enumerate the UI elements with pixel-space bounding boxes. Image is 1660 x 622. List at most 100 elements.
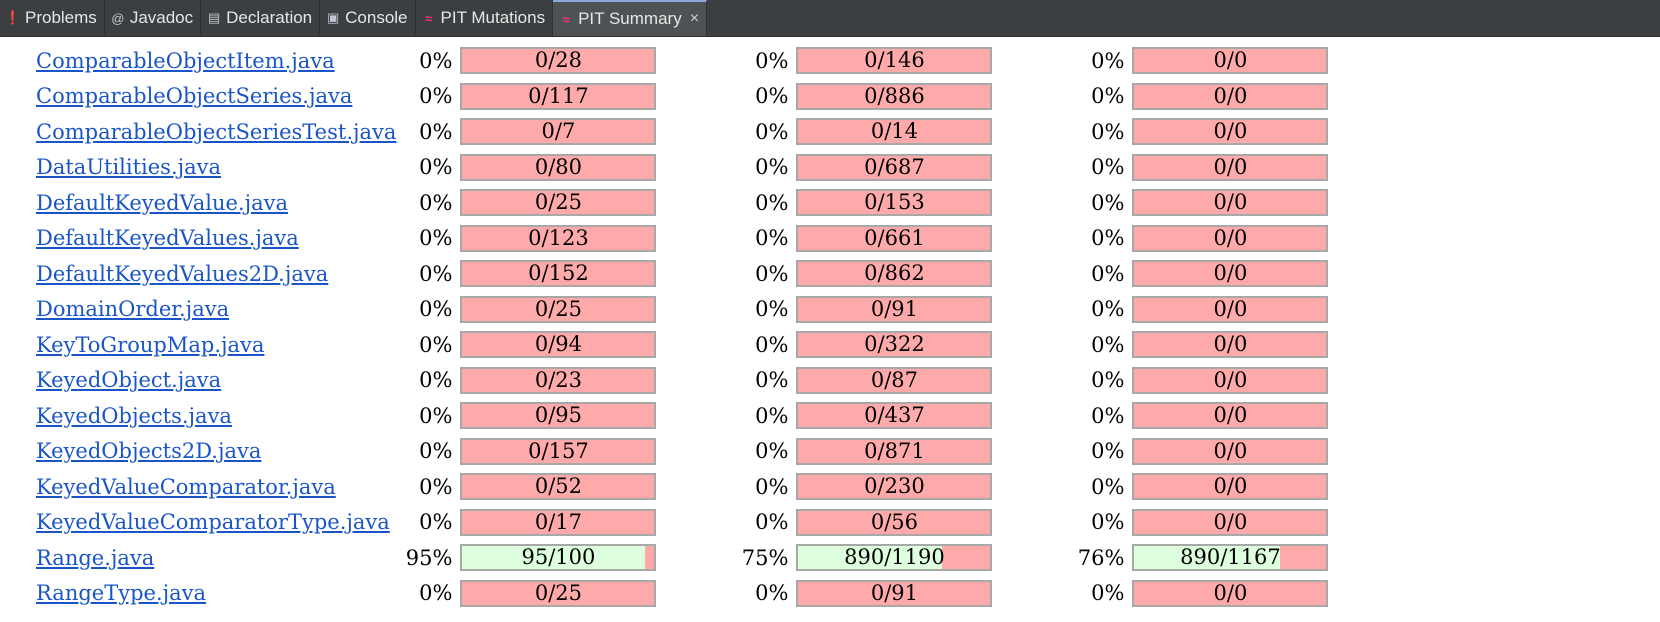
strength-percent: 0% <box>1091 155 1125 180</box>
strength-percent: 0% <box>1091 84 1125 109</box>
strength-bar-cell: 0/0 <box>1132 150 1360 186</box>
strength-bar-cell: 0/0 <box>1132 43 1360 79</box>
file-link[interactable]: DefaultKeyedValues2D.java <box>36 261 329 286</box>
line-ratio: 0/25 <box>534 580 582 605</box>
tab-console[interactable]: ▣ Console <box>320 0 416 36</box>
mutation-ratio: 0/87 <box>870 367 918 392</box>
tab-javadoc[interactable]: @ Javadoc <box>105 0 202 36</box>
mutation-coverage-bar: 0/91 <box>796 579 993 607</box>
strength-ratio: 0/0 <box>1213 119 1248 144</box>
file-link[interactable]: Range.java <box>36 545 155 570</box>
file-link[interactable]: DomainOrder.java <box>36 297 230 322</box>
mutation-percent: 0% <box>755 226 789 251</box>
line-percent: 0% <box>419 261 453 286</box>
file-link[interactable]: KeyedValueComparatorType.java <box>36 510 390 535</box>
strength-bar-cell: 0/0 <box>1132 185 1360 221</box>
table-row: ComparableObjectSeries.java 0% 0/117 0% 0/88… <box>36 79 1360 115</box>
file-link[interactable]: DefaultKeyedValue.java <box>36 190 289 215</box>
mutation-percent: 0% <box>755 332 789 357</box>
line-coverage-bar: 0/152 <box>460 260 657 288</box>
strength-ratio: 0/0 <box>1213 225 1248 250</box>
tab-problems[interactable]: ❗ Problems <box>0 0 105 36</box>
declaration-icon: ▤ <box>207 10 221 25</box>
strength-ratio: 0/0 <box>1213 190 1248 215</box>
mutation-bar-cell: 0/687 <box>796 150 1024 186</box>
mutation-bar-cell: 0/91 <box>796 576 1024 612</box>
line-percent: 0% <box>419 474 453 499</box>
strength-ratio: 0/0 <box>1213 83 1248 108</box>
mutation-ratio: 0/91 <box>870 296 918 321</box>
file-link[interactable]: KeyedObjects2D.java <box>36 439 262 464</box>
file-link[interactable]: ComparableObjectSeries.java <box>36 84 353 109</box>
line-percent: 0% <box>419 190 453 215</box>
line-bar-cell: 0/7 <box>460 114 688 150</box>
column-spacer <box>1024 363 1068 399</box>
javadoc-icon: @ <box>111 10 125 26</box>
column-spacer <box>1024 292 1068 328</box>
line-coverage-bar: 0/28 <box>460 47 657 75</box>
tab-label: PIT Summary <box>578 9 682 28</box>
line-percent: 0% <box>419 439 453 464</box>
mutation-bar-cell: 0/56 <box>796 505 1024 541</box>
tab-declaration[interactable]: ▤ Declaration <box>201 0 321 36</box>
mutation-coverage-bar: 0/230 <box>796 473 993 501</box>
column-spacer <box>1024 576 1068 612</box>
coverage-table: ComparableObjectItem.java 0% 0/28 0% 0/146 0%… <box>36 43 1360 611</box>
console-icon: ▣ <box>326 10 340 25</box>
file-link[interactable]: KeyedObject.java <box>36 368 222 393</box>
mutation-percent: 0% <box>755 297 789 322</box>
strength-bar-cell: 0/0 <box>1132 114 1360 150</box>
mutation-coverage-bar: 0/14 <box>796 118 993 146</box>
column-spacer <box>688 363 732 399</box>
strength-coverage-bar: 0/0 <box>1132 295 1329 323</box>
mutation-percent: 0% <box>755 510 789 535</box>
file-link[interactable]: KeyedObjects.java <box>36 403 232 428</box>
file-link[interactable]: ComparableObjectItem.java <box>36 48 335 73</box>
line-ratio: 95/100 <box>521 545 596 570</box>
column-spacer <box>688 398 732 434</box>
strength-ratio: 890/1167 <box>1180 545 1281 570</box>
table-row: DataUtilities.java 0% 0/80 0% 0/687 0% 0/0 <box>36 150 1360 186</box>
mutation-bar-cell: 0/661 <box>796 221 1024 257</box>
mutation-coverage-bar: 0/687 <box>796 153 993 181</box>
file-link[interactable]: DefaultKeyedValues.java <box>36 226 299 251</box>
strength-coverage-bar: 0/0 <box>1132 402 1329 430</box>
table-row: KeyToGroupMap.java 0% 0/94 0% 0/322 0% 0/0 <box>36 327 1360 363</box>
file-link[interactable]: DataUtilities.java <box>36 155 222 180</box>
tab-pit-mutations[interactable]: ≈ PIT Mutations <box>416 0 554 36</box>
file-link[interactable]: ComparableObjectSeriesTest.java <box>36 119 397 144</box>
line-percent: 0% <box>419 297 453 322</box>
column-spacer <box>688 505 732 541</box>
mutation-coverage-bar: 0/661 <box>796 224 993 252</box>
strength-percent: 0% <box>1091 439 1125 464</box>
tab-pit-summary[interactable]: ≈ PIT Summary × <box>553 0 708 36</box>
column-spacer <box>1024 327 1068 363</box>
line-ratio: 0/117 <box>528 83 589 108</box>
view-tab-bar: ❗ Problems @ Javadoc ▤ Declaration ▣ Console ≈ PI… <box>0 0 1660 37</box>
file-link[interactable]: KeyedValueComparator.java <box>36 474 336 499</box>
line-ratio: 0/95 <box>534 403 582 428</box>
mutation-ratio: 0/886 <box>864 83 925 108</box>
file-link[interactable]: KeyToGroupMap.java <box>36 332 265 357</box>
mutation-percent: 0% <box>755 368 789 393</box>
line-percent: 0% <box>419 119 453 144</box>
close-icon[interactable]: × <box>689 10 700 27</box>
table-row: DefaultKeyedValues.java 0% 0/123 0% 0/661 0% 0… <box>36 221 1360 257</box>
line-percent: 0% <box>419 332 453 357</box>
strength-coverage-bar: 0/0 <box>1132 260 1329 288</box>
mutation-coverage-bar: 0/153 <box>796 189 993 217</box>
strength-bar-cell: 0/0 <box>1132 505 1360 541</box>
mutation-percent: 0% <box>755 155 789 180</box>
mutation-percent: 75% <box>741 545 789 570</box>
table-row: DomainOrder.java 0% 0/25 0% 0/91 0% 0/0 <box>36 292 1360 328</box>
mutation-percent: 0% <box>755 48 789 73</box>
file-cell: ComparableObjectSeriesTest.java <box>36 114 396 150</box>
column-spacer <box>1024 505 1068 541</box>
file-cell: KeyedObjects.java <box>36 398 396 434</box>
file-link[interactable]: RangeType.java <box>36 581 207 606</box>
mutation-ratio: 0/322 <box>864 332 925 357</box>
strength-coverage-bar: 0/0 <box>1132 508 1329 536</box>
column-spacer <box>1024 114 1068 150</box>
column-spacer <box>1024 434 1068 470</box>
file-cell: DefaultKeyedValues2D.java <box>36 256 396 292</box>
